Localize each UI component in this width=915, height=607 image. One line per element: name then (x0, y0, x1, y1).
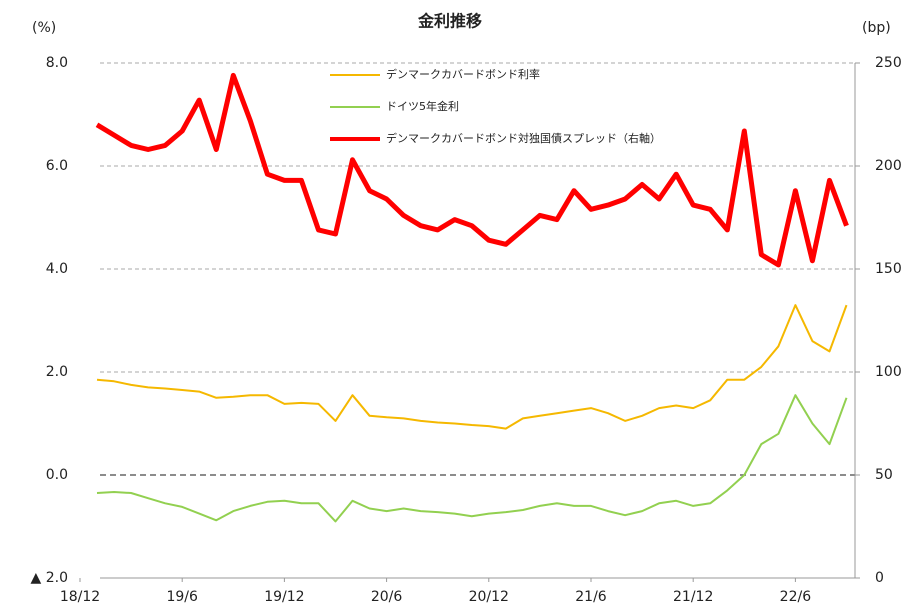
y2-tick-label: 50 (875, 467, 893, 483)
series-line (96, 394, 848, 523)
y-tick-label: 0.0 (46, 467, 68, 483)
legend-label: デンマークカバードボンド対独国債スプレッド（右軸） (386, 131, 661, 145)
y2-tick-label: 0 (875, 570, 884, 586)
x-tick-label: 22/6 (780, 589, 812, 605)
y-tick-label: 6.0 (46, 158, 68, 174)
y-tick-label: 2.0 (46, 364, 68, 380)
legend-label: ドイツ5年金利 (386, 99, 459, 113)
x-tick-label: 21/6 (575, 589, 607, 605)
y-tick-label: ▲ 2.0 (31, 570, 68, 586)
y2-tick-label: 200 (875, 158, 902, 174)
series-line (96, 304, 848, 430)
legend-label: デンマークカバードボンド利率 (386, 67, 540, 81)
x-tick-label: 19/6 (166, 589, 198, 605)
y2-tick-label: 150 (875, 261, 902, 277)
x-tick-label: 21/12 (673, 589, 713, 605)
x-tick-label: 18/12 (60, 589, 100, 605)
y-tick-label: 4.0 (46, 261, 68, 277)
x-tick-label: 20/6 (371, 589, 403, 605)
y2-tick-label: 250 (875, 55, 902, 71)
y2-axis-label: (bp) (862, 20, 891, 36)
y-axis-label: (%) (32, 20, 56, 36)
series-line (95, 72, 849, 268)
y-tick-label: 8.0 (46, 55, 68, 71)
y2-tick-label: 100 (875, 364, 902, 380)
x-tick-label: 20/12 (469, 589, 509, 605)
chart-title: 金利推移 (417, 12, 482, 31)
x-tick-label: 19/12 (264, 589, 304, 605)
